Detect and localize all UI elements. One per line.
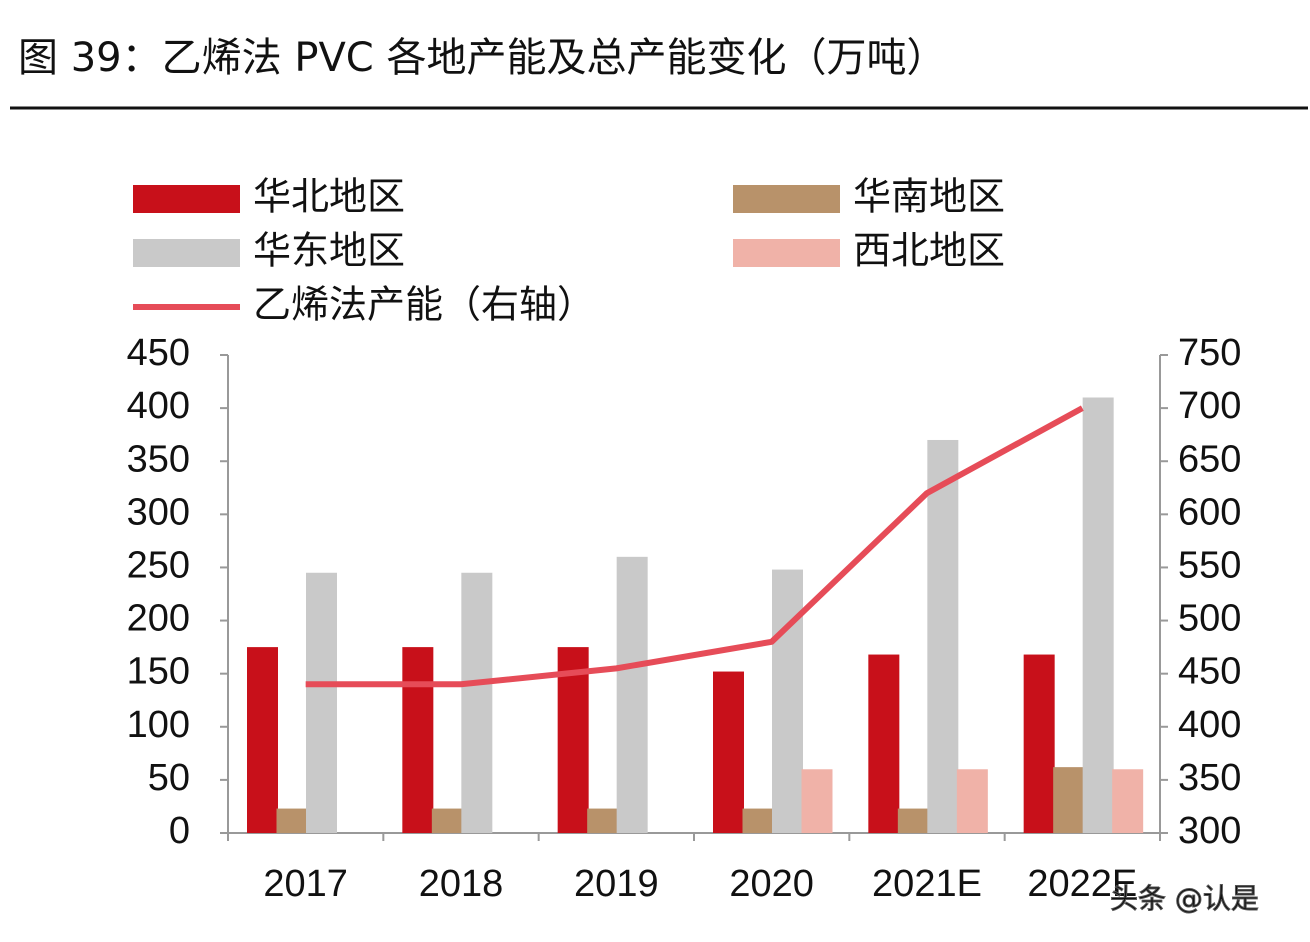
- bar: [742, 808, 774, 833]
- watermark: 头条 @认是: [1110, 882, 1259, 915]
- line-series: [305, 405, 1084, 688]
- y2-tick-label: 600: [1178, 491, 1241, 533]
- bar: [897, 808, 929, 833]
- x-tick-label: 2018: [419, 863, 504, 905]
- bar: [1023, 654, 1055, 833]
- y2-tick-label: 650: [1178, 438, 1241, 480]
- y2-tick-label: 700: [1178, 385, 1241, 427]
- x-tick-label: 2021E: [872, 863, 982, 905]
- legend-label: 华南地区: [853, 175, 1005, 219]
- bar: [461, 572, 493, 833]
- y-tick-label: 450: [127, 332, 190, 374]
- bar: [616, 556, 648, 833]
- chart-title: 图 39：乙烯法 PVC 各地产能及总产能变化（万吨）: [18, 35, 946, 81]
- legend-label: 西北地区: [853, 229, 1005, 273]
- bar: [868, 654, 900, 833]
- legend-swatch: [733, 185, 840, 213]
- bar: [927, 439, 959, 833]
- y2-tick-label: 400: [1178, 704, 1241, 746]
- y-tick-label: 150: [127, 651, 190, 693]
- x-tick-label: 2019: [574, 863, 659, 905]
- bar: [306, 572, 337, 833]
- bar: [1112, 769, 1144, 833]
- bar: [713, 671, 744, 833]
- bar: [956, 769, 988, 833]
- y2-tick-label: 550: [1178, 544, 1241, 586]
- bar: [247, 647, 278, 833]
- bar: [801, 769, 833, 833]
- x-tick-label: 2022E: [1027, 863, 1137, 905]
- legend-swatch: [133, 239, 240, 267]
- bar: [557, 647, 589, 833]
- bar: [431, 808, 463, 833]
- y2-tick-label: 500: [1178, 598, 1241, 640]
- y2-tick-label: 450: [1178, 651, 1241, 693]
- legend-label: 华东地区: [253, 229, 405, 273]
- bar: [772, 569, 803, 833]
- y-tick-label: 300: [127, 491, 190, 533]
- y-tick-label: 350: [127, 438, 190, 480]
- y2-tick-label: 350: [1178, 757, 1241, 799]
- legend-label: 华北地区: [253, 175, 405, 219]
- bar: [1082, 397, 1114, 833]
- y-tick-label: 250: [127, 544, 190, 586]
- x-tick-label: 2020: [729, 863, 814, 905]
- bar: [1053, 767, 1085, 833]
- bar: [276, 808, 308, 833]
- bar: [587, 808, 619, 833]
- legend-label: 乙烯法产能（右轴）: [253, 283, 595, 327]
- x-tick-label: 2017: [263, 863, 348, 905]
- y-tick-label: 50: [148, 757, 190, 799]
- legend-swatch: [133, 185, 240, 213]
- y-tick-label: 200: [127, 598, 190, 640]
- y-tick-label: 100: [127, 704, 190, 746]
- y2-tick-label: 750: [1178, 332, 1241, 374]
- y-tick-label: 0: [169, 810, 190, 852]
- legend-swatch: [733, 239, 840, 267]
- y2-tick-label: 300: [1178, 810, 1241, 852]
- bar: [402, 647, 434, 833]
- y-tick-label: 400: [127, 385, 190, 427]
